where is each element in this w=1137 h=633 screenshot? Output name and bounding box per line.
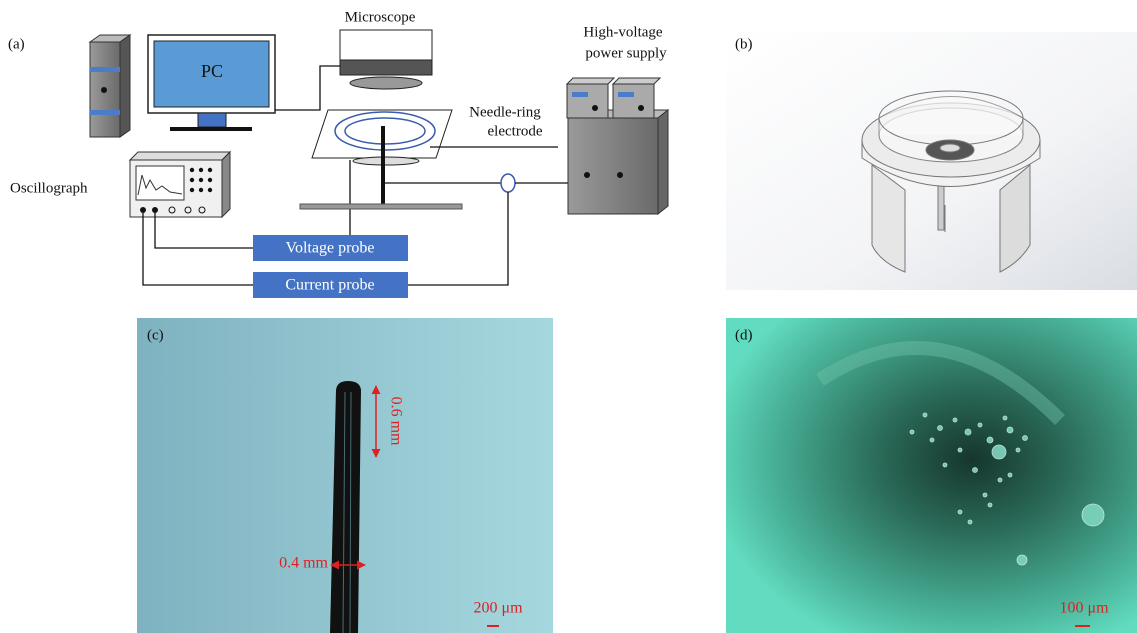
micrograph bbox=[726, 318, 1137, 633]
psu-dot bbox=[584, 172, 590, 178]
length-label: 0.6 mm bbox=[387, 397, 404, 446]
scale-bar-label: 200 μm bbox=[473, 600, 523, 617]
stage-base bbox=[300, 204, 462, 209]
tower-dot bbox=[101, 87, 107, 93]
electrode-label: electrode bbox=[488, 123, 543, 139]
psu-unit bbox=[613, 78, 660, 118]
figure: (a) PC Microscope Needle-ring electrode bbox=[0, 0, 1137, 633]
panel-a: (a) PC Microscope Needle-ring electrode bbox=[8, 9, 668, 298]
tower-band bbox=[90, 110, 120, 115]
current-sensor bbox=[501, 174, 515, 192]
width-label: 0.4 mm bbox=[279, 555, 328, 572]
osc-screen bbox=[136, 166, 184, 200]
panel-label: (c) bbox=[147, 327, 164, 343]
panel-label: (a) bbox=[8, 36, 25, 52]
panel-d: (d) 100 μm bbox=[726, 318, 1137, 633]
power-label: power supply bbox=[585, 45, 667, 61]
microscope-head bbox=[340, 60, 432, 75]
ring-base bbox=[353, 157, 419, 165]
wire bbox=[143, 213, 253, 285]
psu-unit bbox=[567, 78, 614, 118]
scale-bar-label: 100 μm bbox=[1059, 600, 1109, 617]
wire bbox=[275, 66, 340, 110]
osc-side bbox=[222, 152, 230, 217]
page: {"panels":{"a":{"label":"(a)","pc":"PC",… bbox=[0, 0, 1137, 633]
panel-label: (d) bbox=[735, 327, 753, 343]
microscope-lens bbox=[350, 77, 422, 89]
microscope-label: Microscope bbox=[345, 9, 416, 25]
panel-c: (c) 0.6 mm 0.4 mm 200 μm bbox=[137, 318, 553, 633]
osc-top bbox=[130, 152, 230, 160]
panel-label: (b) bbox=[735, 36, 753, 52]
tower-side bbox=[120, 35, 130, 137]
microscope-body bbox=[340, 30, 432, 60]
current-probe-label: Current probe bbox=[285, 277, 374, 294]
wire bbox=[155, 213, 253, 248]
psu bbox=[568, 118, 658, 214]
panel-b: (b) bbox=[726, 32, 1137, 290]
pc-label: PC bbox=[201, 61, 223, 81]
oscillograph-label: Oscillograph bbox=[10, 180, 88, 196]
monitor-stand bbox=[198, 113, 226, 127]
voltage-probe-label: Voltage probe bbox=[285, 240, 374, 257]
psu-side bbox=[658, 110, 668, 214]
electrode-label: Needle-ring bbox=[469, 104, 541, 120]
power-label: High-voltage bbox=[583, 24, 662, 40]
monitor-base bbox=[170, 127, 252, 131]
tower-band bbox=[90, 67, 120, 72]
psu-dot bbox=[617, 172, 623, 178]
